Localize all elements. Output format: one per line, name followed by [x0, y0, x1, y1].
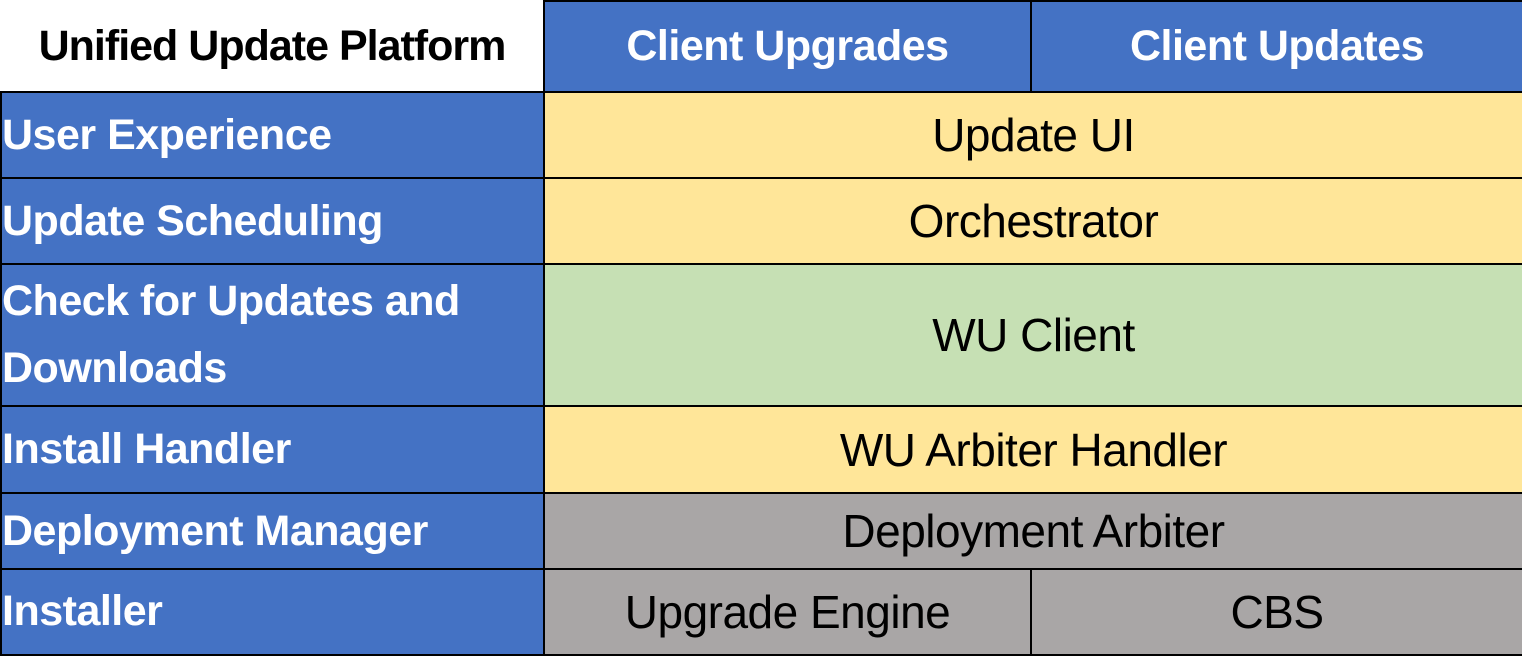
row-check-for-updates: Check for Updates and Downloads WU Clien… — [0, 263, 1522, 407]
cell-deployment-arbiter: Deployment Arbiter — [543, 492, 1522, 570]
column-header-client-updates: Client Updates — [1030, 0, 1522, 94]
row-installer: Installer Upgrade Engine CBS — [0, 567, 1522, 656]
row-label-check-for-updates-and-downloads: Check for Updates and Downloads — [0, 263, 545, 407]
cell-wu-client: WU Client — [543, 263, 1522, 407]
row-label-install-handler: Install Handler — [0, 404, 545, 495]
column-header-client-upgrades: Client Upgrades — [543, 0, 1032, 94]
row-label-installer: Installer — [0, 567, 545, 656]
row-label-update-scheduling: Update Scheduling — [0, 176, 545, 266]
row-deployment-manager: Deployment Manager Deployment Arbiter — [0, 492, 1522, 570]
row-install-handler: Install Handler WU Arbiter Handler — [0, 404, 1522, 495]
row-user-experience: User Experience Update UI — [0, 91, 1522, 179]
cell-cbs: CBS — [1030, 567, 1522, 656]
row-label-deployment-manager: Deployment Manager — [0, 492, 545, 570]
diagram-title: Unified Update Platform — [1, 1, 544, 93]
cell-upgrade-engine: Upgrade Engine — [543, 567, 1032, 656]
cell-update-ui: Update UI — [543, 91, 1522, 179]
cell-wu-arbiter-handler: WU Arbiter Handler — [543, 404, 1522, 495]
cell-orchestrator: Orchestrator — [543, 176, 1522, 266]
row-label-user-experience: User Experience — [0, 91, 545, 179]
header-row: Unified Update Platform Client Upgrades … — [1, 0, 1522, 94]
row-update-scheduling: Update Scheduling Orchestrator — [0, 176, 1522, 266]
